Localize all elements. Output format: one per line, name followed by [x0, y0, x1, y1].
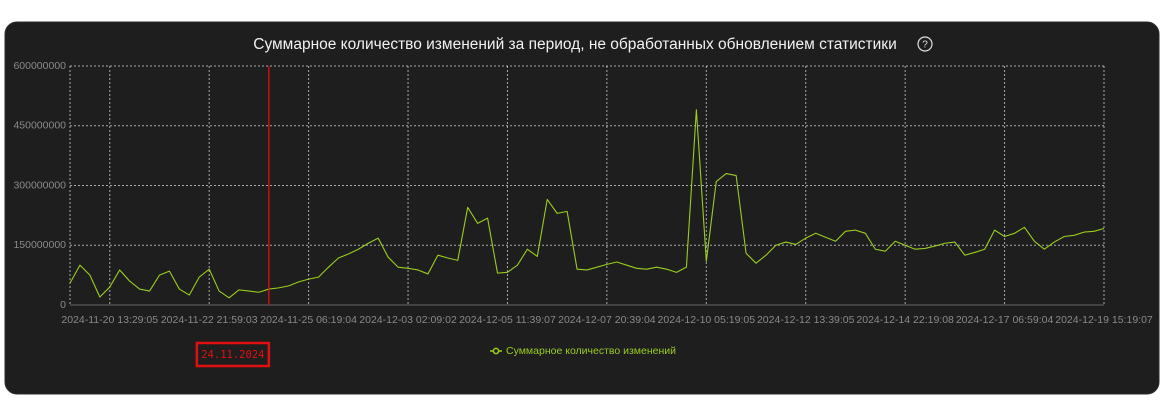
x-tick-label: 2024-12-07 20:39:04 [558, 314, 656, 326]
x-tick-label: 2024-11-25 06:19:04 [260, 314, 357, 326]
x-tick-label: 2024-12-17 06:59:04 [956, 314, 1054, 326]
help-icon[interactable]: ? [917, 36, 933, 52]
x-tick-label: 2024-12-10 05:19:05 [658, 314, 756, 326]
x-tick-label: 2024-11-20 13:29:05 [61, 314, 158, 326]
data-line [69, 109, 1105, 299]
chart-title: Суммарное количество изменений за период… [253, 36, 897, 53]
svg-text:?: ? [922, 40, 928, 51]
x-tick-label: 2024-12-03 02:09:02 [359, 314, 457, 326]
marker-label-box [195, 341, 271, 368]
x-tick-label: 2024-12-19 15:19:07 [1055, 314, 1153, 326]
y-tick-label: 150000000 [13, 239, 66, 251]
y-tick-label: 0 [60, 299, 66, 311]
panel [4, 21, 1160, 395]
y-tick-label: 600000000 [13, 60, 66, 72]
legend-swatch-dot [492, 347, 500, 355]
x-tick-label: 2024-12-05 11:39:07 [459, 314, 556, 326]
y-tick-label: 300000000 [13, 179, 66, 191]
marker-label: 24.11.2024 [201, 349, 264, 361]
legend-label: Суммарное количество изменений [506, 345, 676, 357]
x-tick-label: 2024-11-22 21:59:03 [161, 314, 258, 326]
x-tick-label: 2024-12-14 22:19:08 [856, 314, 954, 326]
x-tick-label: 2024-12-12 13:39:05 [757, 314, 855, 326]
y-tick-label: 450000000 [13, 120, 66, 132]
